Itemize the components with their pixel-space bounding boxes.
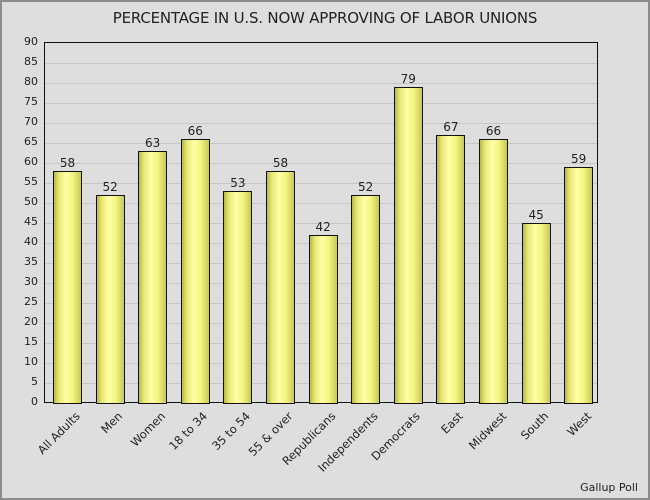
y-tick-label: 90 [24,35,38,48]
source-note: Gallup Poll [580,481,638,494]
bar [564,166,594,404]
value-label: 53 [230,175,246,190]
value-label: 42 [315,219,331,234]
value-label: 66 [187,123,203,138]
gridline [45,182,597,184]
bar [479,138,508,404]
value-label: 79 [400,71,416,86]
gridline [45,142,597,144]
x-tick-label: South [517,409,552,443]
y-tick-label: 5 [31,374,38,388]
value-label: 67 [443,119,459,134]
gridline [45,222,597,224]
bar [266,170,295,404]
chart-title: PERCENTAGE IN U.S. NOW APPROVING OF LABO… [112,9,538,27]
bar [521,222,551,404]
y-tick-label: 20 [24,314,38,328]
x-tick-label: West [563,409,594,439]
value-label: 52 [102,179,118,194]
x-tick-label: East [438,409,466,437]
x-tick-label: All Adults [34,409,83,457]
bar [53,170,82,404]
x-tick-label: 18 to 34 [166,409,211,453]
y-tick-label: 65 [24,134,38,148]
bar [180,138,210,404]
value-label: 45 [528,207,544,222]
bar [351,194,381,404]
y-tick-label: 55 [24,174,38,188]
bar [436,134,466,404]
value-label: 58 [272,155,289,170]
y-tick-label: 30 [24,274,38,288]
y-tick-label: 70 [24,114,38,128]
y-tick-label: 25 [24,294,38,308]
gridline [45,62,597,64]
y-tick-label: 80 [24,74,38,88]
bar [223,190,253,404]
y-tick-label: 50 [24,194,38,208]
y-tick-label: 45 [24,214,38,228]
gridline [45,162,597,164]
y-tick-label: 15 [24,334,38,348]
value-label: 59 [571,151,587,166]
value-label: 63 [145,135,161,150]
bar [393,86,423,404]
x-tick-label: Midwest [465,409,509,453]
value-label: 66 [485,123,502,138]
y-tick-label: 0 [31,394,38,408]
y-tick-label: 10 [24,354,38,368]
y-tick-label: 75 [24,94,38,108]
x-tick-label: Women [127,409,168,450]
bar [138,150,168,404]
bar [308,234,338,404]
gridline [45,202,597,204]
y-tick-label: 35 [24,254,38,268]
bar [95,194,125,404]
gridline [45,82,597,84]
y-tick-label: 85 [24,54,38,68]
gridline [45,122,597,124]
value-label: 52 [358,179,374,194]
plot-area: 58 52 63 66 53 58 42 52 79 67 66 45 59 [44,42,598,404]
x-tick-label: Men [98,409,126,437]
value-label: 58 [59,155,76,170]
gridline [45,102,597,104]
y-tick-label: 60 [24,154,38,168]
y-tick-label: 40 [24,234,38,248]
